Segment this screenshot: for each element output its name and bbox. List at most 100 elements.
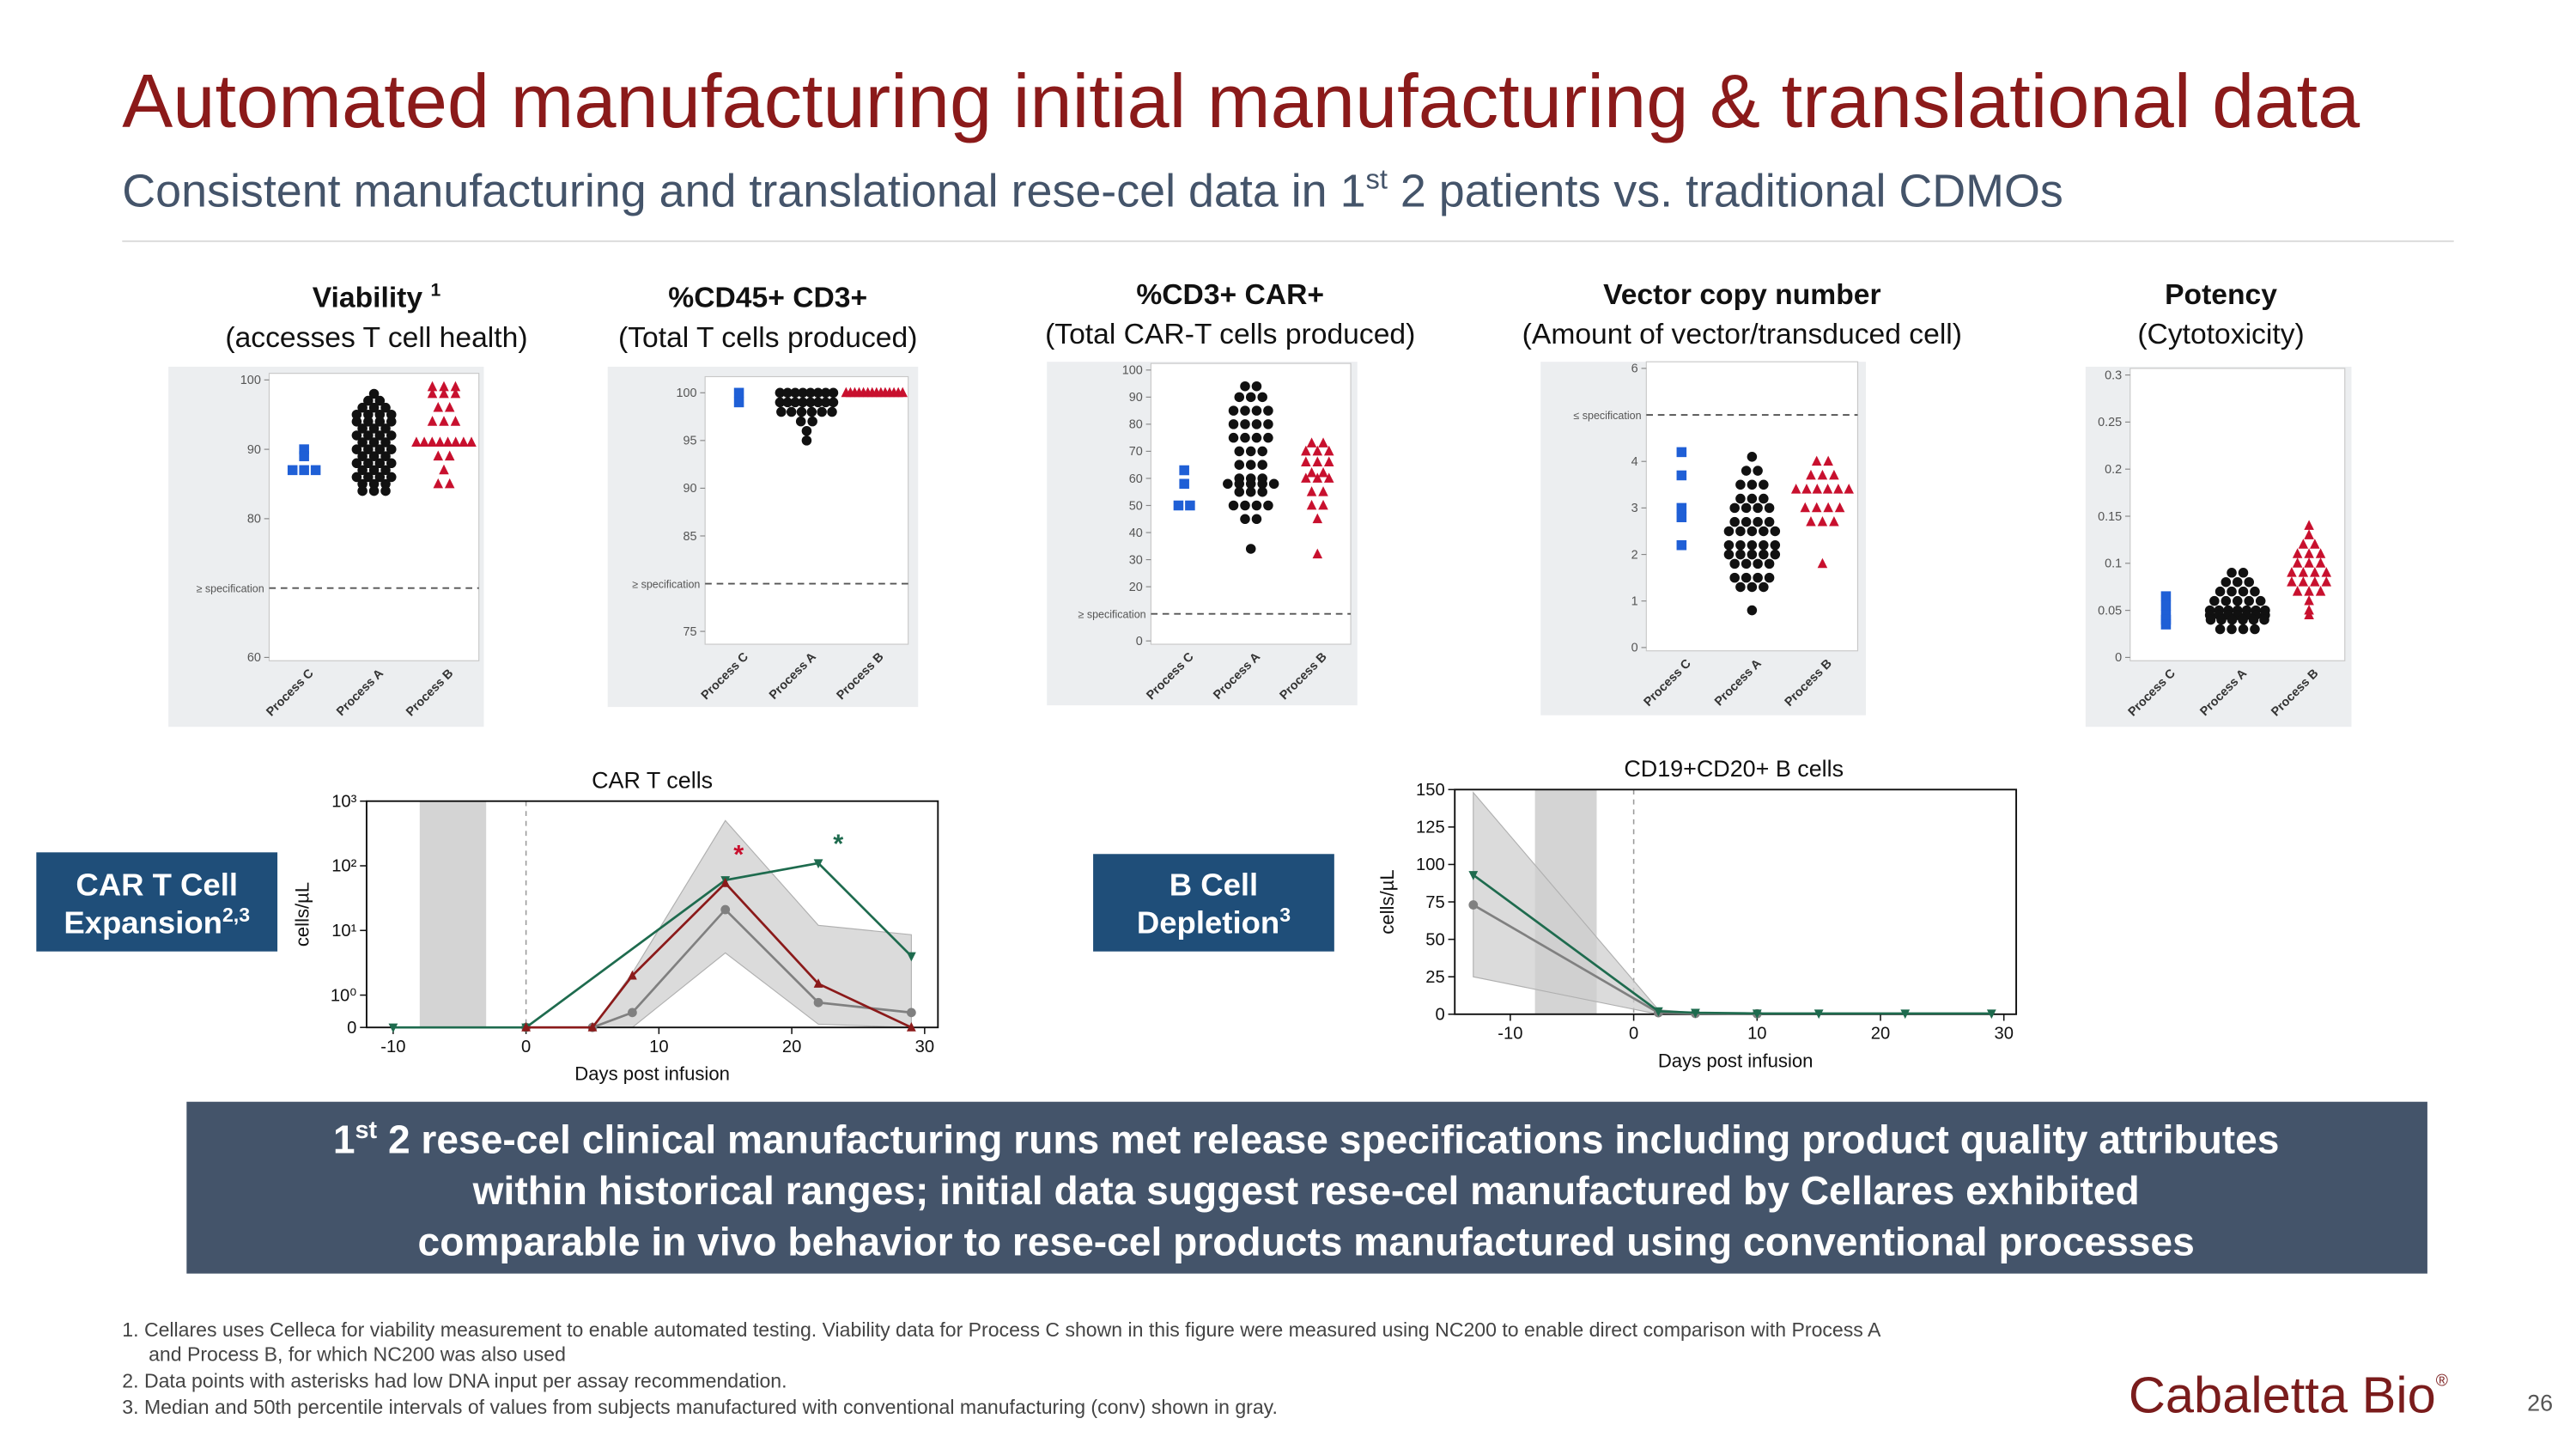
point: [1833, 484, 1844, 494]
point: [1179, 478, 1189, 490]
point: [1759, 581, 1769, 593]
point: [450, 387, 461, 399]
label-text: Depletion: [1137, 905, 1279, 941]
point: [1312, 472, 1323, 483]
chart: Potency (Cytotoxicity) 0 0.05 0.1 0.15 0.2 0.25…: [2085, 279, 2352, 728]
point: [368, 423, 380, 434]
point: [427, 436, 438, 447]
chart-title-gap: [422, 283, 430, 314]
point: [1741, 516, 1752, 527]
point: [2304, 529, 2314, 539]
annotation: *: [833, 829, 843, 859]
point: [1323, 472, 1334, 483]
point: [2227, 624, 2237, 635]
chart: CD19+CD20+ B cells -10 0 10 20 30 0 25 50 75 100 12…: [1376, 756, 2018, 1071]
y-tick-label: 90: [1129, 391, 1143, 405]
point: [1800, 502, 1811, 513]
chart-title: CD19+CD20+ B cells: [1624, 756, 1844, 782]
point: [450, 436, 461, 447]
point: [2321, 576, 2332, 587]
point: [1257, 486, 1267, 497]
label-text: Depletion3: [1137, 904, 1291, 940]
point: [2321, 567, 2332, 577]
point: [450, 416, 461, 426]
point: [1240, 514, 1250, 525]
point: [775, 387, 786, 399]
point: [444, 478, 455, 489]
point: [2160, 600, 2172, 611]
point: [439, 464, 449, 475]
point: [374, 409, 386, 420]
point: [363, 409, 374, 420]
point: [1301, 472, 1311, 483]
point: [363, 430, 374, 441]
label-box: [36, 852, 278, 952]
point: [1759, 539, 1769, 551]
label-box: [1093, 854, 1334, 952]
point: [380, 465, 391, 476]
point: [1817, 469, 1828, 480]
point: [2298, 567, 2309, 577]
point: [2298, 576, 2309, 587]
point: [2215, 586, 2226, 597]
point: [1753, 572, 1763, 583]
point: [1257, 446, 1267, 457]
y-tick-label: 75: [683, 625, 697, 639]
y-tick-label: 10¹: [331, 922, 356, 941]
point: [2216, 614, 2227, 625]
point: [1676, 447, 1687, 458]
point: [2315, 557, 2326, 568]
chart-title: %CD3+ CAR+: [1136, 279, 1324, 311]
point: [1263, 405, 1273, 416]
point: [733, 387, 744, 399]
point: [363, 417, 374, 427]
point: [1811, 502, 1822, 513]
y-tick-label: 90: [683, 482, 697, 496]
annotation: *: [733, 839, 744, 869]
point: [2287, 567, 2297, 577]
point: [1228, 405, 1239, 416]
point: [720, 904, 731, 915]
x-axis-label: Days post infusion: [574, 1063, 730, 1085]
point: [374, 472, 386, 483]
point: [1240, 419, 1250, 429]
y-tick-label: 0: [347, 1019, 356, 1038]
point: [439, 381, 449, 392]
point: [1306, 486, 1317, 496]
point: [433, 478, 444, 489]
point: [2238, 586, 2249, 597]
point: [1729, 558, 1740, 569]
point: [1251, 500, 1262, 511]
chart-title: Potency: [2165, 279, 2277, 311]
y-tick-label: 10³: [331, 792, 356, 811]
point: [2227, 586, 2237, 597]
point: [287, 465, 298, 476]
chart-title: Vector copy number: [1603, 279, 1880, 311]
charts: Viability 1(accesses T cell health)60809…: [168, 279, 2352, 1085]
point: [813, 978, 823, 988]
point: [1735, 539, 1746, 551]
point: [427, 381, 438, 392]
point: [805, 397, 816, 408]
point: [1986, 1009, 1996, 1020]
x-tick-label: 30: [915, 1038, 934, 1056]
point: [1245, 486, 1256, 497]
point: [2233, 576, 2243, 588]
point: [1747, 581, 1758, 593]
y-tick-label: 100: [1122, 364, 1143, 378]
point: [444, 450, 455, 461]
point: [357, 478, 368, 490]
point: [1723, 539, 1735, 551]
y-tick-label: 30: [1129, 553, 1143, 567]
point: [351, 409, 362, 420]
point: [368, 437, 380, 447]
point: [351, 430, 362, 441]
point: [2221, 576, 2232, 588]
point: [827, 406, 837, 417]
point: [1747, 452, 1758, 462]
point: [380, 423, 391, 434]
point: [1306, 437, 1317, 447]
label-text: Expansion2,3: [64, 904, 250, 940]
point: [1234, 478, 1245, 490]
y-axis-label: cells/µL: [1376, 869, 1398, 934]
